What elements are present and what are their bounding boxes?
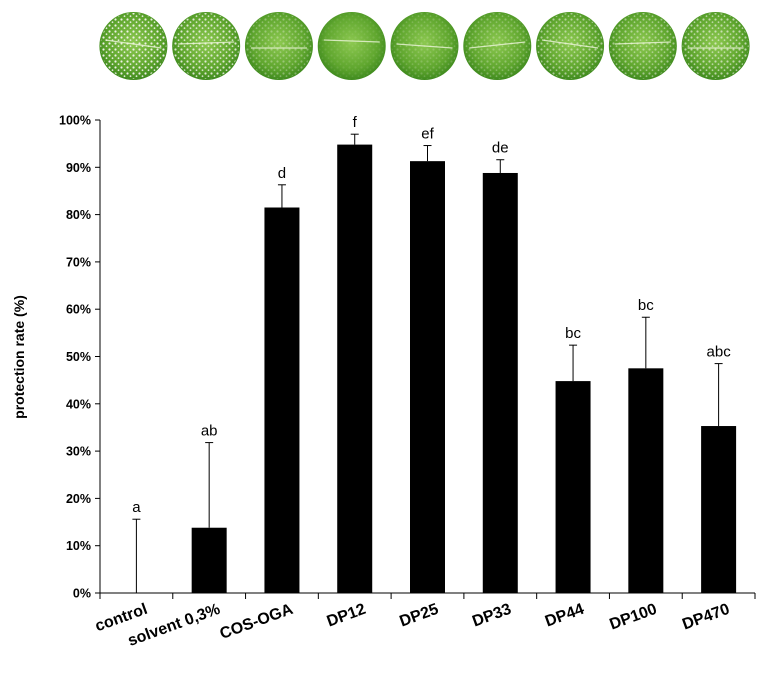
significance-letter: a — [132, 499, 141, 516]
y-tick-label: 100% — [59, 114, 91, 128]
leaf-disc-mildew — [246, 13, 312, 79]
leaf-disc-mildew — [173, 13, 239, 79]
bar — [264, 208, 299, 593]
y-tick-label: 70% — [66, 255, 91, 269]
y-tick-label: 10% — [66, 539, 91, 553]
y-tick-label: 0% — [73, 587, 91, 601]
bar — [483, 173, 518, 593]
x-tick-label: COS-OGA — [218, 601, 296, 643]
x-tick-label: DP25 — [397, 601, 441, 631]
significance-letter: ab — [201, 423, 218, 440]
significance-letter: de — [492, 140, 509, 157]
y-tick-label: 50% — [66, 350, 91, 364]
leaf-disc-mildew — [464, 13, 530, 79]
leaf-disc-images — [99, 12, 749, 80]
y-tick-label: 30% — [66, 445, 91, 459]
significance-letter: f — [353, 114, 358, 131]
leaf-disc-mildew — [100, 13, 166, 79]
x-tick-label: DP100 — [607, 601, 659, 634]
bars — [192, 145, 736, 593]
significance-letter: bc — [638, 297, 654, 314]
y-axis: 0% 10% 20% 30% 40% 50% 60% 70% 80% 90% 100% — [59, 114, 100, 601]
significance-letter: ef — [421, 126, 434, 143]
x-tick-label: DP12 — [325, 601, 369, 631]
leaf-disc-mildew — [319, 13, 385, 79]
y-tick-label: 60% — [66, 303, 91, 317]
y-tick-label: 40% — [66, 397, 91, 411]
x-tick-label: DP44 — [543, 601, 587, 631]
significance-letter: bc — [565, 325, 581, 342]
x-tick-label: DP33 — [470, 601, 514, 631]
bar — [410, 161, 445, 593]
significance-letter: abc — [707, 344, 732, 361]
bar — [556, 381, 591, 593]
bar — [337, 145, 372, 593]
significance-letter: d — [278, 165, 286, 182]
bar — [628, 368, 663, 593]
leaf-disc-mildew — [610, 13, 676, 79]
y-axis-label: protection rate (%) — [11, 295, 27, 419]
bar — [701, 426, 736, 593]
y-tick-label: 80% — [66, 208, 91, 222]
bar — [192, 528, 227, 593]
leaf-disc-mildew — [537, 13, 603, 79]
x-axis — [100, 593, 755, 599]
x-tick-label: DP470 — [680, 601, 732, 634]
y-tick-label: 90% — [66, 161, 91, 175]
leaf-disc-mildew — [683, 13, 749, 79]
y-tick-label: 20% — [66, 492, 91, 506]
